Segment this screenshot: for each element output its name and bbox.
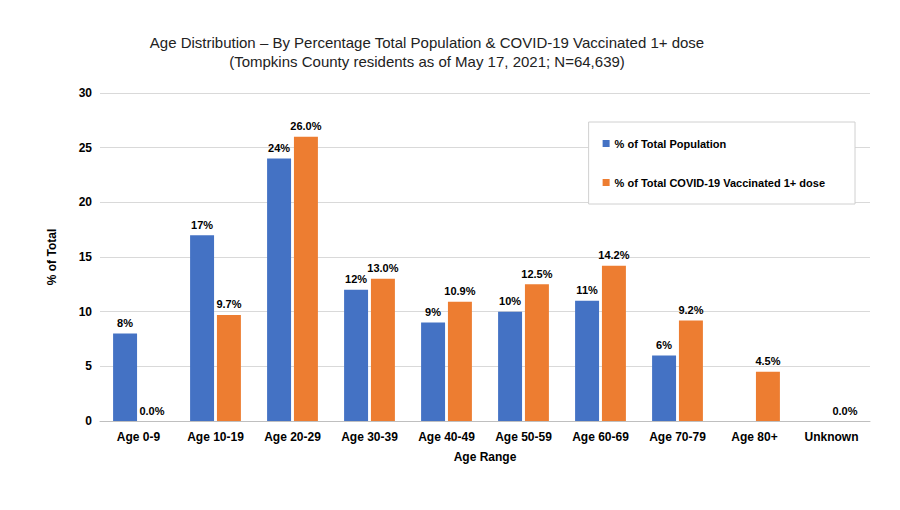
svg-text:17%: 17% xyxy=(191,219,213,231)
svg-text:(Tompkins County residents as: (Tompkins County residents as of May 17,… xyxy=(229,53,625,70)
svg-text:Age 70-79: Age 70-79 xyxy=(649,430,706,444)
svg-text:Age 30-39: Age 30-39 xyxy=(341,430,398,444)
svg-text:Age 80+: Age 80+ xyxy=(731,430,777,444)
svg-text:12.5%: 12.5% xyxy=(521,268,552,280)
svg-text:11%: 11% xyxy=(576,284,598,296)
svg-text:30: 30 xyxy=(79,86,93,100)
svg-text:10.9%: 10.9% xyxy=(444,285,475,297)
svg-text:25: 25 xyxy=(79,141,93,155)
svg-text:20: 20 xyxy=(79,195,93,209)
svg-text:% of Total COVID-19 Vaccinated: % of Total COVID-19 Vaccinated 1+ dose xyxy=(615,177,825,189)
svg-text:12%: 12% xyxy=(345,273,367,285)
svg-text:Age 20-29: Age 20-29 xyxy=(264,430,321,444)
svg-text:5: 5 xyxy=(85,359,92,373)
svg-text:13.0%: 13.0% xyxy=(367,262,398,274)
svg-text:4.5%: 4.5% xyxy=(755,355,780,367)
svg-text:9.7%: 9.7% xyxy=(216,298,241,310)
svg-text:0.0%: 0.0% xyxy=(139,405,164,417)
svg-text:Age Range: Age Range xyxy=(454,450,517,464)
svg-text:% of Total Population: % of Total Population xyxy=(615,138,727,150)
svg-text:26.0%: 26.0% xyxy=(290,120,321,132)
svg-text:8%: 8% xyxy=(117,317,133,329)
svg-text:Age 0-9: Age 0-9 xyxy=(117,430,161,444)
svg-text:Age 40-49: Age 40-49 xyxy=(418,430,475,444)
svg-text:0.0%: 0.0% xyxy=(832,405,857,417)
svg-text:10: 10 xyxy=(79,305,93,319)
svg-text:9.2%: 9.2% xyxy=(678,304,703,316)
svg-text:Age 10-19: Age 10-19 xyxy=(187,430,244,444)
svg-text:Age Distribution – By Percenta: Age Distribution – By Percentage Total P… xyxy=(150,34,704,51)
svg-text:10%: 10% xyxy=(499,295,521,307)
svg-text:Unknown: Unknown xyxy=(805,430,859,444)
svg-text:6%: 6% xyxy=(656,339,672,351)
svg-text:15: 15 xyxy=(79,250,93,264)
svg-text:Age 50-59: Age 50-59 xyxy=(495,430,552,444)
svg-text:24%: 24% xyxy=(268,142,290,154)
svg-text:14.2%: 14.2% xyxy=(598,249,629,261)
svg-text:Age 60-69: Age 60-69 xyxy=(572,430,629,444)
svg-text:9%: 9% xyxy=(425,306,441,318)
svg-text:0: 0 xyxy=(85,414,92,428)
svg-text:% of Total: % of Total xyxy=(45,229,59,285)
